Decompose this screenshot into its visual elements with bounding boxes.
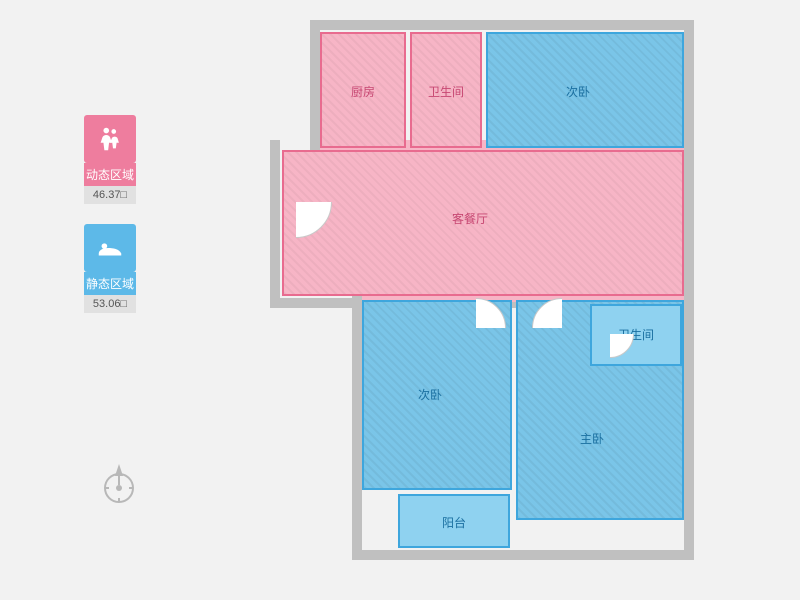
room-kitchen <box>320 32 406 148</box>
legend: 动态区域 46.37□ 静态区域 53.06□ <box>75 115 145 333</box>
room-bath1 <box>410 32 482 148</box>
room-living <box>282 150 684 296</box>
sleep-icon <box>84 224 136 272</box>
room-balcony <box>398 494 510 548</box>
legend-static: 静态区域 53.06□ <box>75 224 145 313</box>
legend-static-value: 53.06□ <box>84 295 136 313</box>
legend-dynamic-label: 动态区域 <box>84 163 136 186</box>
floorplan: 厨房卫生间次卧客餐厅次卧主卧卫生间阳台 <box>270 20 750 580</box>
legend-static-label: 静态区域 <box>84 272 136 295</box>
legend-dynamic-value: 46.37□ <box>84 186 136 204</box>
room-bedroom_left <box>362 300 512 490</box>
people-icon <box>84 115 136 163</box>
compass-icon <box>95 460 143 513</box>
room-bath2 <box>590 304 682 366</box>
room-bedroom_top <box>486 32 684 148</box>
legend-dynamic: 动态区域 46.37□ <box>75 115 145 204</box>
